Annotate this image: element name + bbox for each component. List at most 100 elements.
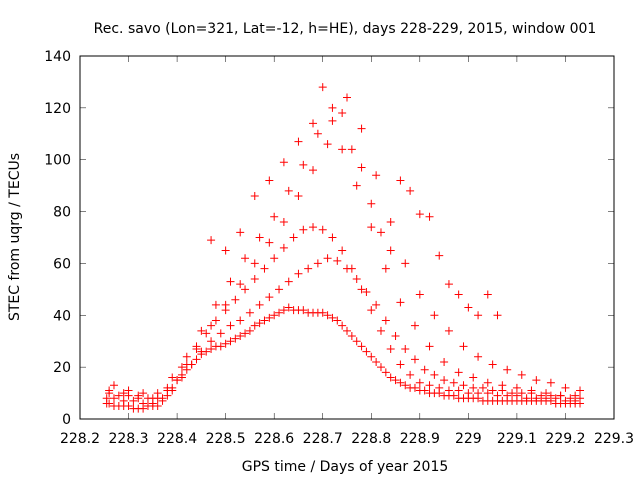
data-point	[561, 396, 570, 405]
data-point	[396, 176, 405, 185]
data-point	[449, 378, 458, 387]
data-point	[279, 158, 288, 167]
data-point	[139, 399, 148, 408]
data-point	[255, 300, 264, 309]
data-point	[576, 386, 585, 395]
data-point	[279, 217, 288, 226]
y-tick-label: 20	[53, 360, 71, 376]
data-points	[102, 83, 585, 413]
data-point	[105, 386, 114, 395]
data-point	[406, 370, 415, 379]
data-point	[270, 311, 279, 320]
data-point	[347, 332, 356, 341]
data-point	[105, 399, 114, 408]
data-point	[372, 357, 381, 366]
data-point	[318, 83, 327, 92]
data-point	[197, 326, 206, 335]
data-point	[517, 389, 526, 398]
x-tick-label: 228.3	[108, 431, 148, 447]
x-tick-label: 229.2	[545, 431, 585, 447]
data-point	[245, 308, 254, 317]
data-point	[517, 370, 526, 379]
data-point	[367, 352, 376, 361]
y-tick-label: 120	[44, 101, 71, 117]
data-point	[236, 316, 245, 325]
data-point	[284, 303, 293, 312]
data-point	[352, 181, 361, 190]
data-point	[381, 264, 390, 273]
data-point	[129, 396, 138, 405]
data-point	[323, 311, 332, 320]
data-point	[265, 238, 274, 247]
data-point	[265, 293, 274, 302]
data-point	[488, 360, 497, 369]
data-point	[459, 342, 468, 351]
data-point	[396, 360, 405, 369]
data-point	[299, 225, 308, 234]
data-point	[241, 254, 250, 263]
data-point	[474, 311, 483, 320]
data-point	[415, 210, 424, 219]
data-point	[153, 389, 162, 398]
data-point	[177, 363, 186, 372]
data-point	[498, 381, 507, 390]
data-point	[367, 223, 376, 232]
data-point	[425, 212, 434, 221]
data-point	[527, 386, 536, 395]
data-point	[401, 259, 410, 268]
data-point	[357, 163, 366, 172]
data-point	[376, 228, 385, 237]
data-point	[231, 295, 240, 304]
data-point	[250, 321, 259, 330]
data-point	[362, 287, 371, 296]
data-point	[323, 140, 332, 149]
data-point	[420, 386, 429, 395]
y-axis-label: STEC from uqrg / TECUs	[7, 153, 23, 321]
data-point	[493, 311, 502, 320]
data-point	[333, 316, 342, 325]
x-tick-label: 228.4	[157, 431, 197, 447]
data-point	[546, 391, 555, 400]
data-point	[294, 269, 303, 278]
data-point	[542, 389, 551, 398]
data-point	[177, 373, 186, 382]
data-point	[357, 342, 366, 351]
data-point	[483, 389, 492, 398]
x-tick-label: 228.5	[206, 431, 246, 447]
data-point	[338, 109, 347, 118]
data-point	[430, 370, 439, 379]
data-point	[207, 344, 216, 353]
data-point	[488, 386, 497, 395]
data-point	[323, 254, 332, 263]
data-point	[410, 355, 419, 364]
data-point	[459, 381, 468, 390]
data-point	[425, 381, 434, 390]
data-point	[381, 368, 390, 377]
data-point	[474, 389, 483, 398]
data-point	[114, 391, 123, 400]
data-point	[435, 383, 444, 392]
data-point	[376, 363, 385, 372]
data-point	[503, 365, 512, 374]
data-point	[236, 228, 245, 237]
data-point	[270, 254, 279, 263]
data-point	[415, 290, 424, 299]
data-point	[226, 337, 235, 346]
data-point	[124, 386, 133, 395]
data-point	[270, 212, 279, 221]
data-point	[352, 274, 361, 283]
data-point	[299, 160, 308, 169]
data-point	[469, 383, 478, 392]
data-point	[309, 119, 318, 128]
y-axis-ticks: 0 20 40 60 80 100 120 140	[44, 49, 614, 428]
data-point	[391, 332, 400, 341]
data-point	[260, 316, 269, 325]
data-point	[241, 329, 250, 338]
data-point	[386, 373, 395, 382]
data-point	[211, 300, 220, 309]
data-point	[134, 391, 143, 400]
data-point	[255, 319, 264, 328]
data-point	[396, 298, 405, 307]
data-point	[255, 233, 264, 242]
data-point	[197, 347, 206, 356]
